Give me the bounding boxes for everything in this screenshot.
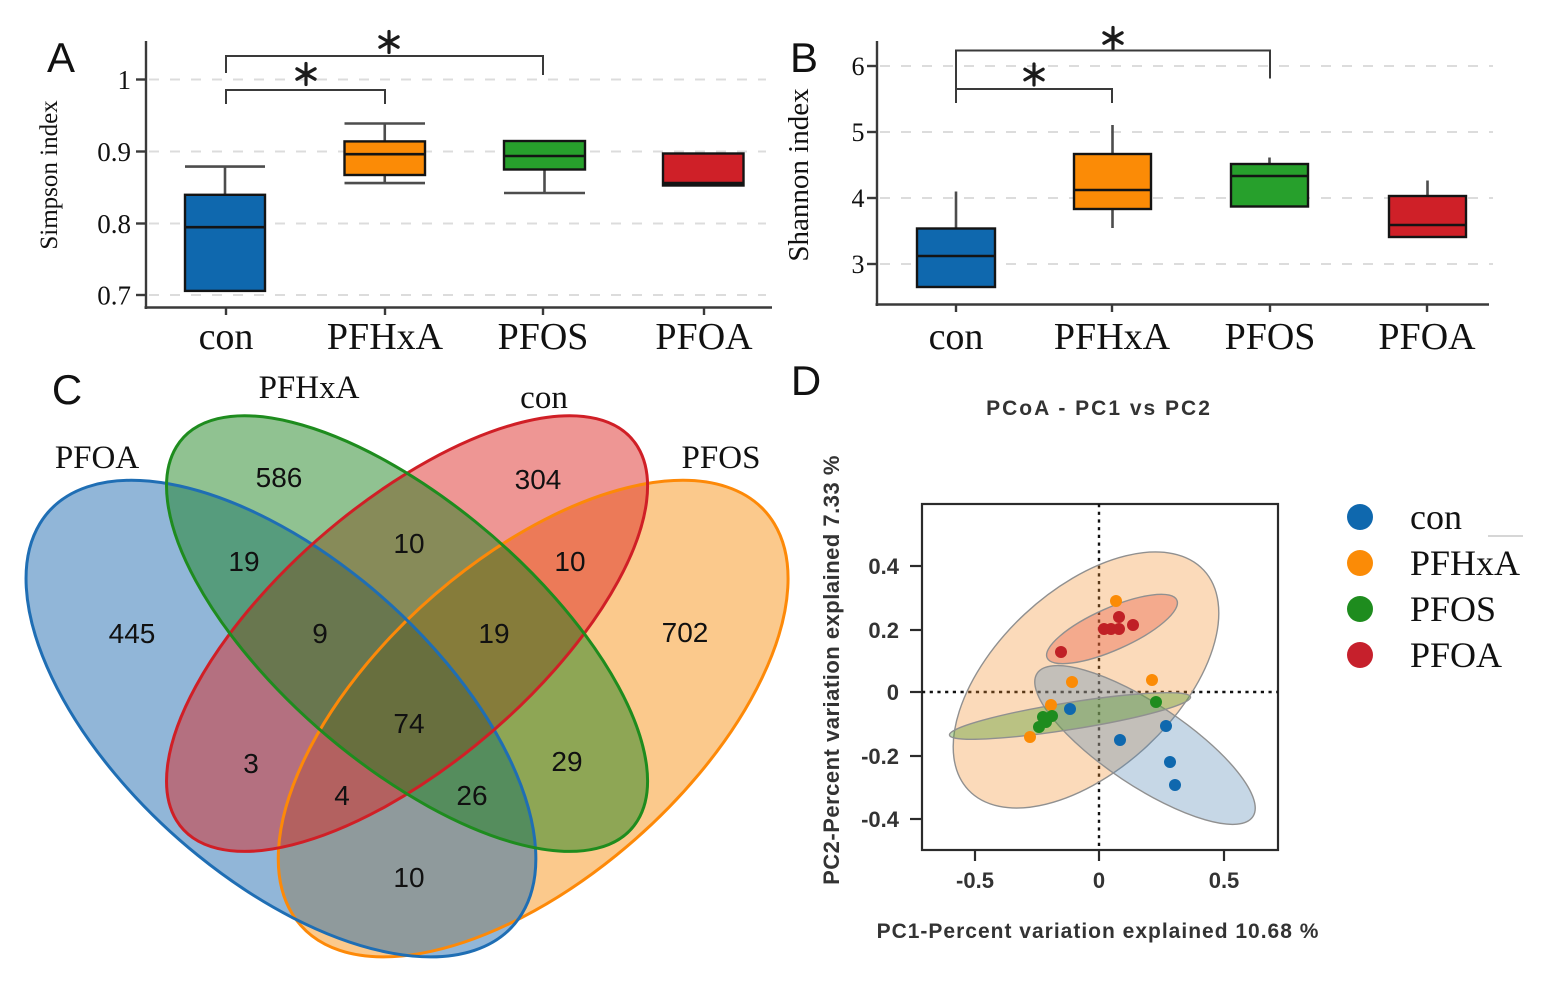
svg-text:74: 74 — [393, 708, 424, 739]
svg-text:-0.5: -0.5 — [956, 868, 994, 893]
svg-text:0.4: 0.4 — [868, 554, 899, 579]
svg-text:Shannon index: Shannon index — [783, 88, 815, 262]
svg-text:PFHxA: PFHxA — [1410, 543, 1520, 583]
svg-text:Simpson index: Simpson index — [36, 100, 63, 250]
svg-text:PFOA: PFOA — [1378, 316, 1476, 358]
svg-text:PFHxA: PFHxA — [1054, 316, 1171, 358]
svg-text:6: 6 — [852, 52, 865, 81]
svg-text:10: 10 — [393, 862, 424, 893]
svg-text:10: 10 — [554, 546, 585, 577]
svg-text:0.2: 0.2 — [868, 618, 899, 643]
svg-text:PFOA: PFOA — [55, 440, 140, 476]
svg-text:304: 304 — [515, 464, 562, 495]
svg-text:B: B — [790, 34, 818, 81]
svg-text:PFOS: PFOS — [498, 316, 589, 358]
svg-text:A: A — [47, 34, 75, 81]
svg-text:PC1-Percent variation explaine: PC1-Percent variation explained 10.68 % — [877, 920, 1320, 943]
svg-text:4: 4 — [334, 780, 350, 811]
svg-text:PFOA: PFOA — [1410, 635, 1502, 675]
svg-text:PFHxA: PFHxA — [327, 316, 444, 358]
svg-text:4: 4 — [852, 184, 865, 213]
svg-text:9: 9 — [312, 618, 328, 649]
svg-text:con: con — [929, 316, 984, 358]
svg-text:5: 5 — [852, 118, 865, 147]
svg-text:29: 29 — [551, 746, 582, 777]
svg-text:0: 0 — [1093, 868, 1105, 893]
svg-text:1: 1 — [118, 65, 132, 95]
svg-text:PCoA - PC1 vs PC2: PCoA - PC1 vs PC2 — [986, 397, 1212, 420]
svg-text:con: con — [199, 316, 254, 358]
svg-text:19: 19 — [478, 618, 509, 649]
svg-text:con: con — [520, 380, 568, 416]
svg-text:445: 445 — [109, 618, 156, 649]
svg-text:PFOS: PFOS — [1410, 589, 1496, 629]
svg-text:PFOS: PFOS — [682, 440, 761, 476]
svg-text:-0.4: -0.4 — [861, 807, 900, 832]
svg-text:3: 3 — [852, 250, 865, 279]
svg-text:0.8: 0.8 — [97, 209, 131, 239]
svg-text:-0.2: -0.2 — [861, 744, 899, 769]
svg-text:19: 19 — [228, 546, 259, 577]
svg-text:PC2-Percent variation explaine: PC2-Percent variation explained 7.33 % — [819, 455, 844, 885]
svg-text:702: 702 — [662, 617, 709, 648]
svg-text:C: C — [52, 366, 82, 413]
svg-text:3: 3 — [243, 748, 259, 779]
svg-text:PFOS: PFOS — [1225, 316, 1316, 358]
svg-text:26: 26 — [456, 780, 487, 811]
svg-text:0: 0 — [887, 680, 899, 705]
svg-text:10: 10 — [393, 528, 424, 559]
svg-text:D: D — [791, 357, 821, 404]
svg-text:0.9: 0.9 — [97, 137, 131, 167]
svg-text:con: con — [1410, 497, 1462, 537]
svg-text:586: 586 — [256, 462, 303, 493]
svg-text:0.5: 0.5 — [1209, 868, 1240, 893]
svg-text:0.7: 0.7 — [97, 281, 131, 311]
svg-text:PFHxA: PFHxA — [259, 370, 360, 406]
svg-text:PFOA: PFOA — [655, 316, 753, 358]
